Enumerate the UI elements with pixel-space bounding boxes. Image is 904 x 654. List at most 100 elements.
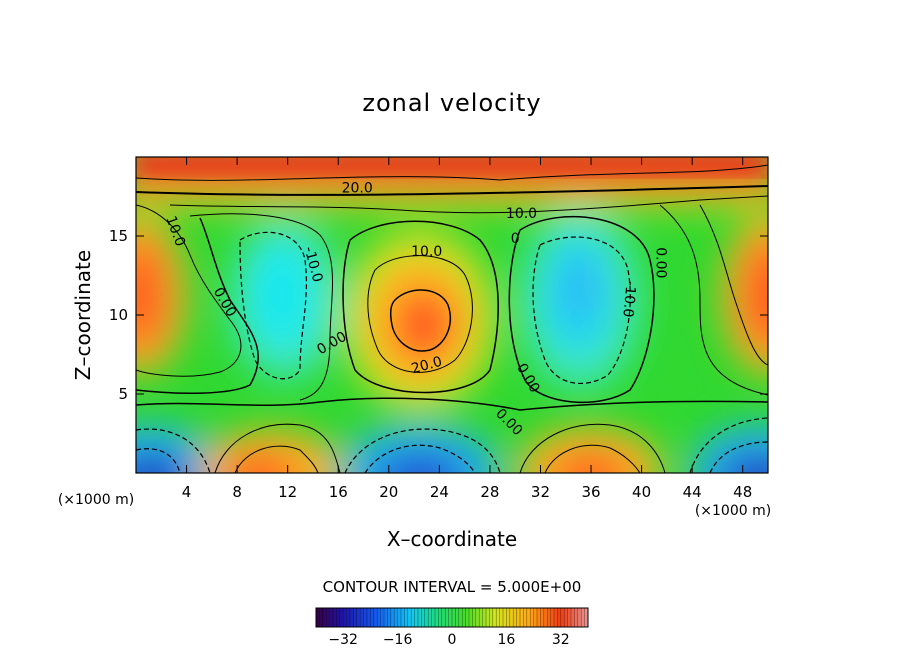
colorbar-cell <box>571 608 575 627</box>
colorbar-cell <box>404 608 408 627</box>
colorbar-cell <box>336 608 340 627</box>
colorbar-cell <box>319 608 323 627</box>
x-tick-label: 36 <box>581 483 600 501</box>
colorbar-cell <box>441 608 446 627</box>
colorbar-cell <box>377 608 381 627</box>
colorbar-cell <box>499 608 504 627</box>
colorbar-cell <box>475 608 480 627</box>
z-axis-title: Z–coordinate <box>71 250 95 380</box>
x-unit-label-left: (×1000 m) <box>58 492 134 508</box>
z-tick-label: 10 <box>109 306 128 324</box>
x-tick-label: 4 <box>182 483 192 501</box>
colorbar-cell <box>496 608 500 627</box>
colorbar-cell <box>373 608 378 627</box>
colorbar-cell <box>390 608 395 627</box>
colorbar-cell <box>554 608 558 627</box>
colorbar-cell <box>428 608 432 627</box>
colorbar-cell <box>540 608 544 627</box>
colorbar-cell <box>394 608 398 627</box>
z-axis: 5 10 15 <box>109 227 768 403</box>
colorbar-cell <box>346 608 351 627</box>
colorbar-cell <box>329 608 334 627</box>
colorbar-cell <box>367 608 371 627</box>
z-tick-label: 15 <box>109 227 128 245</box>
colorbar-cell <box>322 608 327 627</box>
colorbar-cell <box>339 608 344 627</box>
colorbar-cell <box>397 608 402 627</box>
colorbar-cell <box>438 608 442 627</box>
colorbar-cell <box>509 608 514 627</box>
x-tick-label: 12 <box>278 483 297 501</box>
colorbar-cell <box>370 608 374 627</box>
colorbar-cell <box>526 608 531 627</box>
colorbar: −32 −16 0 16 32 <box>315 607 589 648</box>
colorbar-cell <box>530 608 534 627</box>
colorbar-cell <box>462 608 466 627</box>
colorbar-cell <box>503 608 507 627</box>
x-tick-label: 24 <box>430 483 449 501</box>
colorbar-cell <box>387 608 391 627</box>
colorbar-cell <box>492 608 497 627</box>
colorbar-cell <box>424 608 429 627</box>
colorbar-cell <box>353 608 357 627</box>
colorbar-cell <box>574 608 578 627</box>
colorbar-cell <box>431 608 436 627</box>
colorbar-tick-label: 32 <box>552 632 570 648</box>
z-tick-label: 5 <box>118 385 128 403</box>
colorbar-cell <box>486 608 490 627</box>
colorbar-cell <box>445 608 449 627</box>
colorbar-cell <box>384 608 388 627</box>
colorbar-cell <box>380 608 385 627</box>
colorbar-cell <box>469 608 473 627</box>
colorbar-cell <box>520 608 524 627</box>
colorbar-cell <box>418 608 422 627</box>
colorbar-cell <box>360 608 364 627</box>
colorbar-cell <box>343 608 347 627</box>
colorbar-cell <box>537 608 541 627</box>
colorbar-cell <box>401 608 405 627</box>
x-axis-title: X–coordinate <box>387 527 517 551</box>
colorbar-cell <box>350 608 354 627</box>
colorbar-cell <box>452 608 456 627</box>
x-unit-label-right: (×1000 m) <box>695 503 771 519</box>
x-tick-label: 16 <box>329 483 348 501</box>
colorbar-cell <box>489 608 493 627</box>
contour-label: 0 <box>511 231 520 247</box>
colorbar-cell <box>557 608 561 627</box>
contour-lines <box>136 164 768 473</box>
colorbar-cell <box>550 608 555 627</box>
colorbar-cell <box>333 608 337 627</box>
colorbar-cell <box>458 608 463 627</box>
colorbar-cell <box>448 608 453 627</box>
colorbar-cell <box>547 608 551 627</box>
colorbar-cell <box>543 608 548 627</box>
x-axis: 4 8 12 16 20 24 28 32 36 40 44 48 <box>182 157 752 501</box>
contour-label: -10.0 <box>619 280 638 317</box>
colorbar-cell <box>482 608 487 627</box>
colorbar-cell <box>411 608 415 627</box>
colorbar-cell <box>560 608 565 627</box>
colorbar-cell <box>326 608 330 627</box>
colorbar-cell <box>421 608 425 627</box>
colorbar-cell <box>567 608 572 627</box>
contour-label: 10.0 <box>411 244 442 260</box>
x-tick-label: 44 <box>683 483 702 501</box>
colorbar-cell <box>407 608 412 627</box>
colorbar-cell <box>472 608 476 627</box>
colorbar-cell <box>577 608 582 627</box>
colorbar-cell <box>584 608 589 627</box>
x-tick-label: 40 <box>632 483 651 501</box>
x-tick-label: 32 <box>531 483 550 501</box>
colorbar-cell <box>533 608 538 627</box>
chart-title: zonal velocity <box>362 89 541 117</box>
colorbar-cell <box>316 608 320 627</box>
colorbar-frame <box>315 607 589 628</box>
colorbar-cell <box>363 608 368 627</box>
colorbar-cell <box>356 608 361 627</box>
colorbar-tick-label: 0 <box>448 632 457 648</box>
colorbar-cell <box>435 608 439 627</box>
contour-label: 20.0 <box>410 354 444 378</box>
contour-label: 0.00 <box>653 247 669 278</box>
colorbar-tick-label: −32 <box>328 632 358 648</box>
